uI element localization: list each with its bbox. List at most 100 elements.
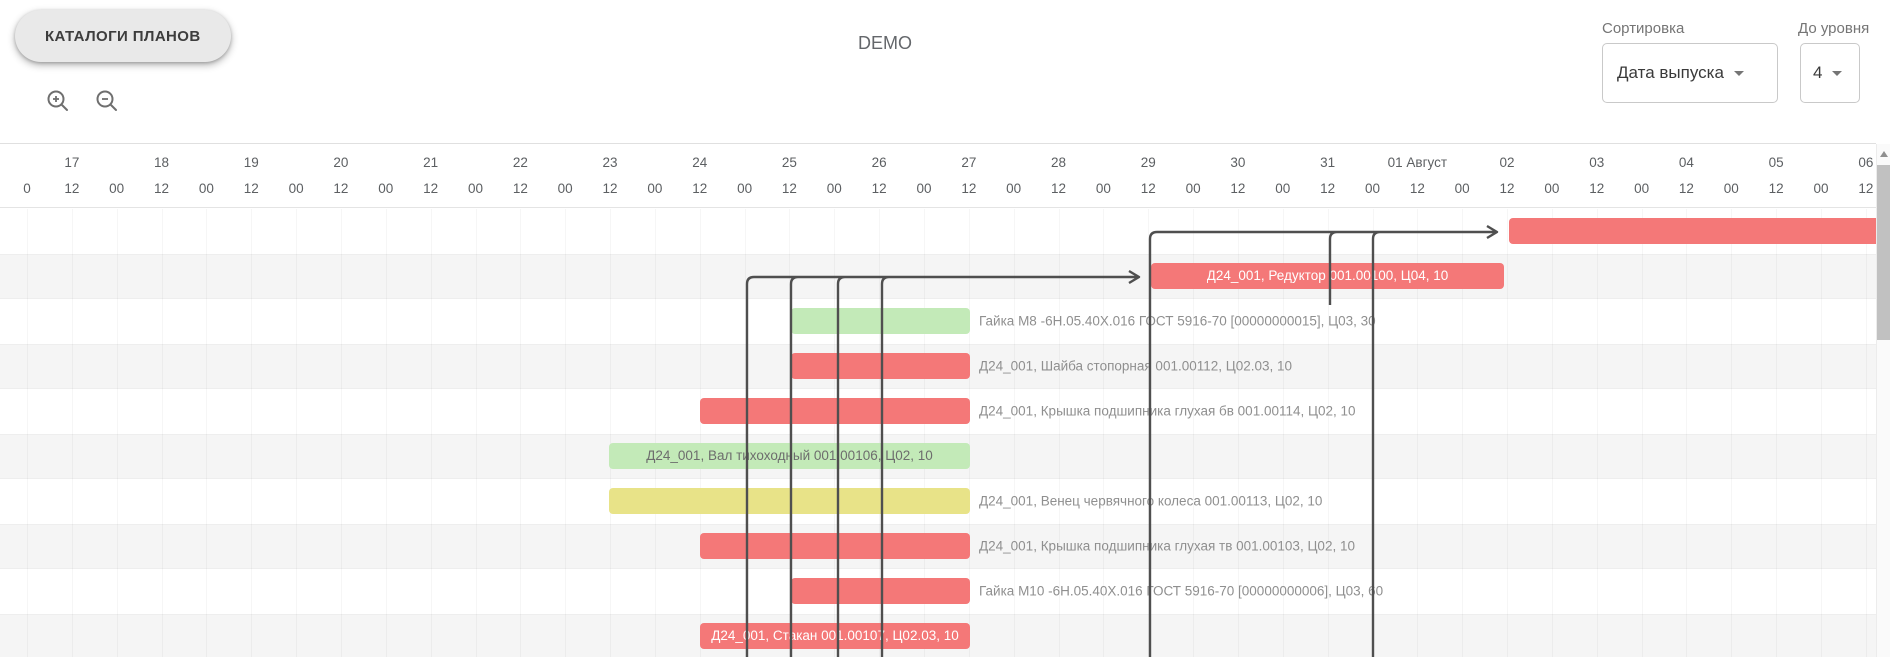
timeline-hour-label: 00 bbox=[109, 181, 125, 196]
timeline-hour-label: 00 bbox=[378, 181, 394, 196]
scroll-up-icon[interactable] bbox=[1880, 151, 1888, 157]
task-label: Д24_001, Крышка подшипника глухая бв 001… bbox=[979, 403, 1356, 418]
task-bar[interactable] bbox=[791, 577, 970, 604]
timeline-day-label: 22 bbox=[512, 155, 528, 170]
timeline-day-label: 19 bbox=[243, 155, 259, 170]
grid-line bbox=[1552, 209, 1553, 657]
task-bar-label: Д24_001, Стакан 001.00107, Ц02.03, 10 bbox=[711, 628, 959, 643]
timeline-hour-label: 12 bbox=[154, 181, 170, 196]
timeline-hour-label: 12 bbox=[423, 181, 439, 196]
timeline-hour-label: 00 bbox=[1723, 181, 1739, 196]
grid-line bbox=[1776, 209, 1777, 657]
timeline-day-label: 18 bbox=[154, 155, 170, 170]
grid-line bbox=[431, 209, 432, 657]
timeline-hour-label: 00 bbox=[557, 181, 573, 196]
timeline-hour-label: 12 bbox=[333, 181, 349, 196]
grid-line bbox=[745, 209, 746, 657]
grid-line bbox=[386, 209, 387, 657]
timeline-header: 17 0 12 18 00 12 19 00 12 20 00 12 21 00 12 22 00 12 23 00 1… bbox=[0, 143, 1876, 208]
chevron-down-icon bbox=[1733, 70, 1744, 76]
task-bar[interactable] bbox=[609, 487, 970, 514]
grid-line bbox=[117, 209, 118, 657]
grid-line bbox=[610, 209, 611, 657]
grid-line bbox=[520, 209, 521, 657]
timeline-hour-label: 00 bbox=[826, 181, 842, 196]
timeline-day-label: 28 bbox=[1051, 155, 1067, 170]
timeline-day-label: 26 bbox=[871, 155, 887, 170]
timeline-hour-label: 12 bbox=[1051, 181, 1067, 196]
zoom-controls bbox=[45, 88, 120, 114]
timeline-hour-label: 00 bbox=[1454, 181, 1470, 196]
sort-label: Сортировка bbox=[1602, 20, 1685, 37]
grid-line bbox=[27, 209, 28, 657]
timeline-hour-label: 12 bbox=[961, 181, 977, 196]
timeline-day-label: 21 bbox=[423, 155, 439, 170]
level-value: 4 bbox=[1813, 63, 1823, 82]
sort-value: Дата выпуска bbox=[1617, 63, 1724, 82]
sort-select[interactable]: Дата выпуска bbox=[1602, 43, 1778, 103]
timeline-day-label: 05 bbox=[1768, 155, 1784, 170]
timeline-hour-label: 12 bbox=[871, 181, 887, 196]
timeline-hour-label: 00 bbox=[1634, 181, 1650, 196]
task-label: Гайка М10 -6Н.05.40Х.016 ГОСТ 5916-70 [0… bbox=[979, 583, 1384, 598]
timeline-hour-label: 12 bbox=[1499, 181, 1515, 196]
task-bar[interactable] bbox=[700, 397, 970, 424]
timeline-hour-label: 00 bbox=[1364, 181, 1381, 196]
timeline-hour-label: 12 bbox=[243, 181, 259, 196]
timeline-day-label: 31 bbox=[1320, 155, 1336, 170]
timeline-hour-label: 12 bbox=[692, 181, 708, 196]
timeline-hour-label: 00 bbox=[1006, 181, 1022, 196]
level-select[interactable]: 4 bbox=[1800, 43, 1860, 103]
timeline-hour-label: 00 bbox=[198, 181, 214, 196]
grid-line bbox=[565, 209, 566, 657]
timeline-hour-label: 00 bbox=[1813, 181, 1829, 196]
task-bar[interactable] bbox=[700, 532, 970, 559]
vertical-scrollbar[interactable] bbox=[1876, 144, 1890, 657]
timeline-day-label: 01 Август bbox=[1387, 155, 1448, 170]
grid-line bbox=[476, 209, 477, 657]
task-label: Д24_001, Венец червячного колеса 001.001… bbox=[979, 493, 1323, 508]
grid-line bbox=[162, 209, 163, 657]
task-bar-label: Д24_001, Вал тихоходный 001.00106, Ц02, … bbox=[646, 448, 933, 463]
task-bar[interactable]: Д24_001, Редуктор 001.00100, Ц04, 10 bbox=[1151, 262, 1504, 289]
grid-line bbox=[1866, 209, 1867, 657]
task-label: Гайка М8 -6Н.05.40Х.016 ГОСТ 5916-70 [00… bbox=[979, 313, 1376, 328]
scrollbar-thumb[interactable] bbox=[1877, 165, 1890, 340]
timeline-day-label: 04 bbox=[1678, 155, 1694, 170]
timeline-day-label: 27 bbox=[961, 155, 977, 170]
gantt-chart-area: Д24_001, Редуктор 001.00100, Ц04, 10 Гайк… bbox=[0, 209, 1876, 657]
task-bar[interactable] bbox=[1509, 217, 1876, 244]
timeline-hour-label: 00 bbox=[467, 181, 484, 196]
timeline-hour-label: 12 bbox=[512, 181, 528, 196]
timeline-hour-label: 12 bbox=[602, 181, 618, 196]
catalogs-button[interactable]: КАТАЛОГИ ПЛАНОВ bbox=[15, 10, 231, 62]
timeline-hour-label: 12 bbox=[1589, 181, 1605, 196]
timeline-hour-label: 00 bbox=[1185, 181, 1201, 196]
timeline-day-label: 17 bbox=[64, 155, 80, 170]
grid-line bbox=[341, 209, 342, 657]
zoom-out-icon[interactable] bbox=[94, 88, 120, 114]
timeline-day-label: 02 bbox=[1499, 155, 1515, 170]
grid-line bbox=[1731, 209, 1732, 657]
timeline-day-label: 23 bbox=[602, 155, 618, 170]
grid-line bbox=[296, 209, 297, 657]
grid-line bbox=[251, 209, 252, 657]
timeline-hour-label: 12 bbox=[1230, 181, 1246, 196]
timeline-day-label: 20 bbox=[333, 155, 349, 170]
task-bar[interactable]: Д24_001, Стакан 001.00107, Ц02.03, 10 bbox=[700, 622, 970, 649]
timeline-hour-label: 0 bbox=[23, 181, 31, 196]
task-bar[interactable]: Д24_001, Вал тихоходный 001.00106, Ц02, … bbox=[609, 442, 970, 469]
grid-line bbox=[1821, 209, 1822, 657]
zoom-in-icon[interactable] bbox=[45, 88, 71, 114]
page-title: DEMO bbox=[858, 33, 912, 53]
task-bar[interactable] bbox=[791, 307, 970, 334]
timeline-hour-label: 00 bbox=[1275, 181, 1291, 196]
grid-line bbox=[1686, 209, 1687, 657]
timeline-hour-label: 12 bbox=[1678, 181, 1694, 196]
timeline-day-label: 24 bbox=[692, 155, 708, 170]
timeline-day-label: 29 bbox=[1140, 155, 1156, 170]
timeline-hour-label: 12 bbox=[1320, 181, 1336, 196]
task-bar[interactable] bbox=[791, 352, 970, 379]
timeline-hour-label: 00 bbox=[288, 181, 304, 196]
